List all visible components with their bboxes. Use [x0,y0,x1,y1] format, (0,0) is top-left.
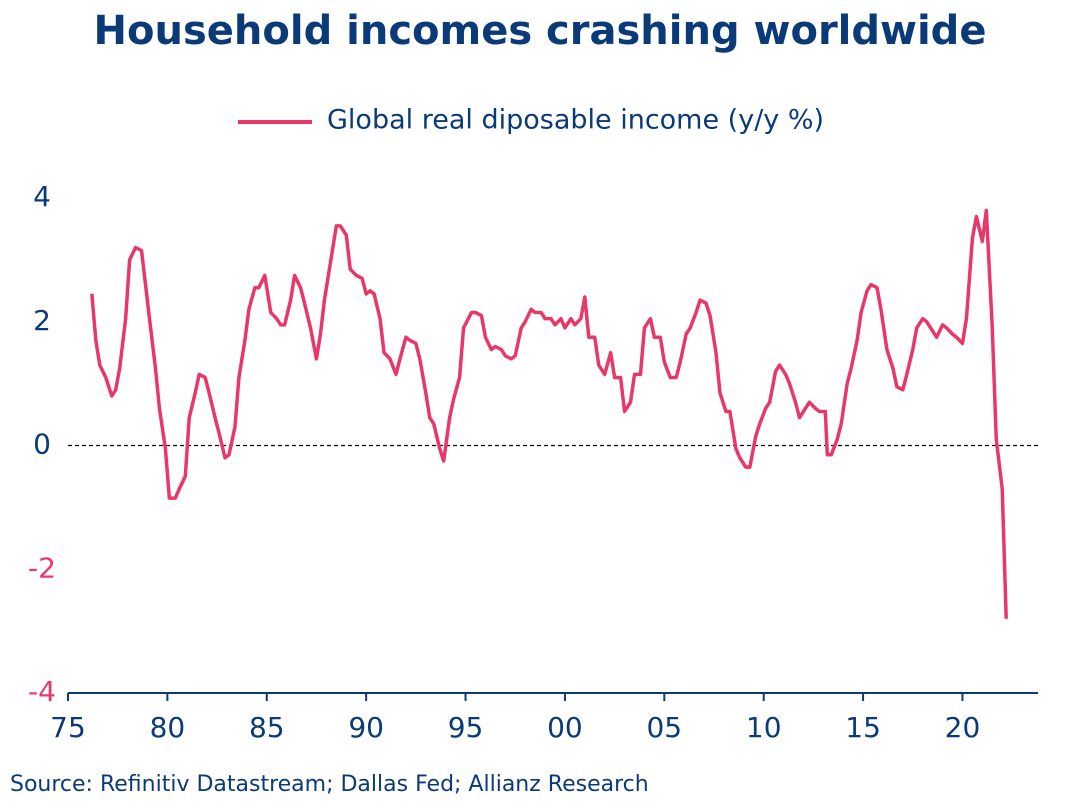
legend-label: Global real diposable income (y/y %) [327,105,824,136]
x-tick-label: 20 [945,711,981,744]
y-tick-label: -4 [28,675,56,708]
chart-title: Household incomes crashing worldwide [94,8,987,54]
x-tick-label: 90 [348,711,384,744]
x-tick-label: 75 [50,711,86,744]
x-tick-label: 80 [150,711,186,744]
x-tick-label: 15 [845,711,881,744]
y-tick-label: 4 [33,180,51,213]
y-tick-label: 2 [33,304,51,337]
y-tick-label: 0 [33,428,51,461]
x-tick-label: 05 [646,711,682,744]
data-line [90,208,1008,619]
x-tick-label: 10 [746,711,782,744]
x-tick-label: 00 [547,711,583,744]
x-tick-label: 85 [249,711,285,744]
source-note: Source: Refinitiv Datastream; Dallas Fed… [10,772,649,797]
x-tick-label: 95 [448,711,484,744]
y-tick-label: -2 [28,551,56,584]
